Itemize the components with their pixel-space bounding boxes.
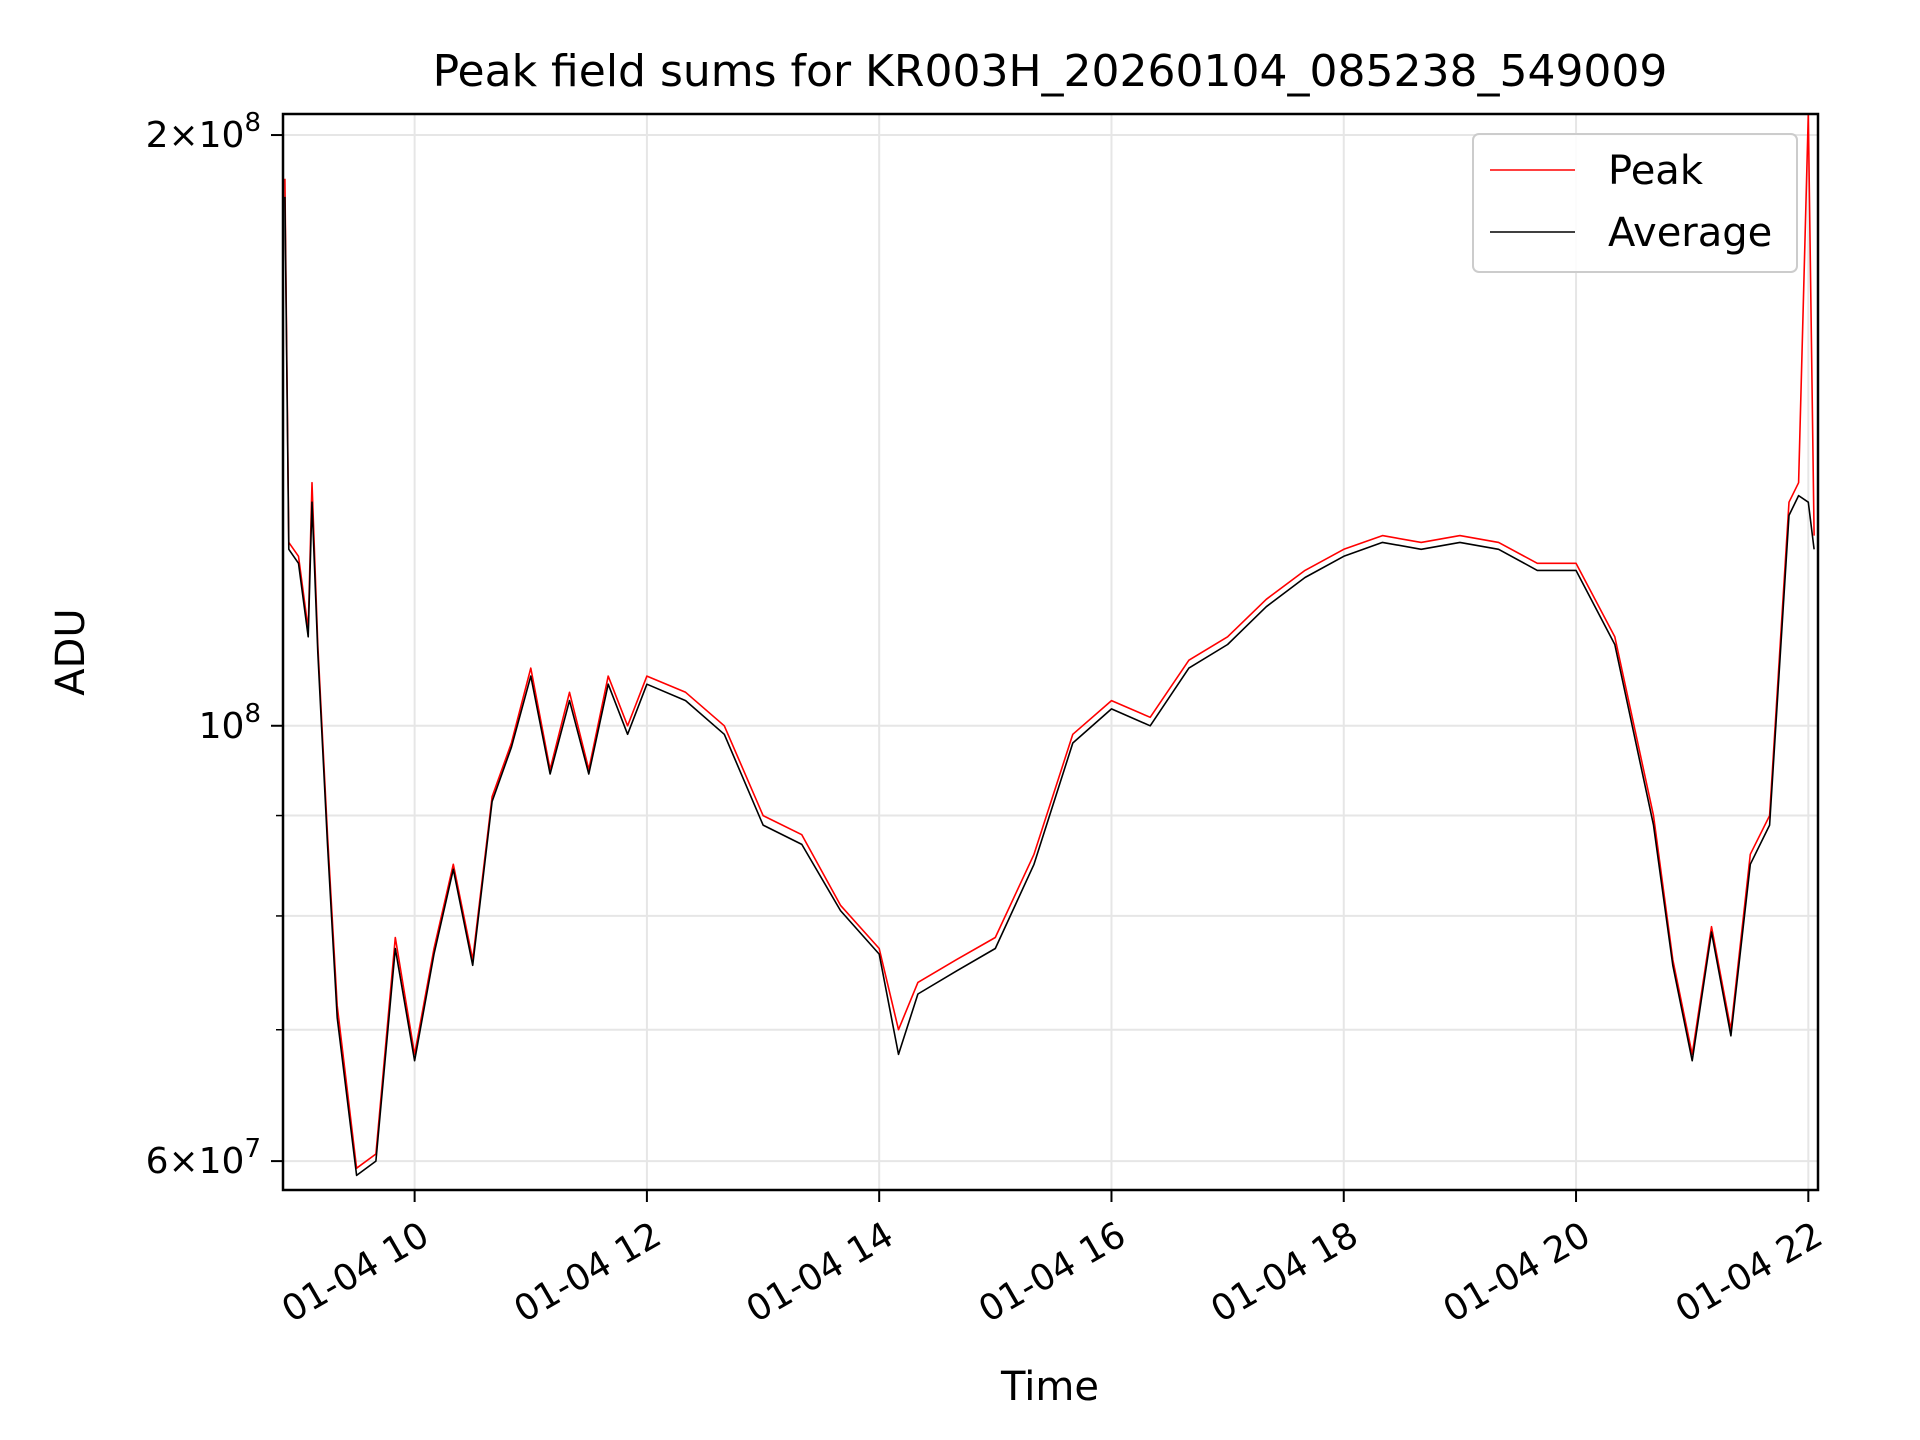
legend-box [1472, 133, 1798, 273]
plot-frame [281, 112, 1820, 1192]
legend-peak-label: Peak [1608, 148, 1704, 194]
series-line-peak [284, 114, 1815, 1169]
y-axis-label: ADU [48, 608, 94, 695]
x-axis-label: Time [1000, 1364, 1099, 1410]
y-tick-label: 108 [199, 699, 261, 747]
legend: Peak Average [1472, 133, 1798, 273]
chart-title: Peak field sums for KR003H_20260104_0852… [433, 46, 1668, 97]
series-group [284, 114, 1815, 1177]
series-line-average [284, 196, 1815, 1177]
y-tick-label: 6×107 [146, 1134, 261, 1182]
legend-average-label: Average [1608, 210, 1772, 256]
y-axis-ticks: 6×107 108 2×108 [146, 108, 283, 1182]
y-tick-label: 2×108 [146, 108, 261, 156]
